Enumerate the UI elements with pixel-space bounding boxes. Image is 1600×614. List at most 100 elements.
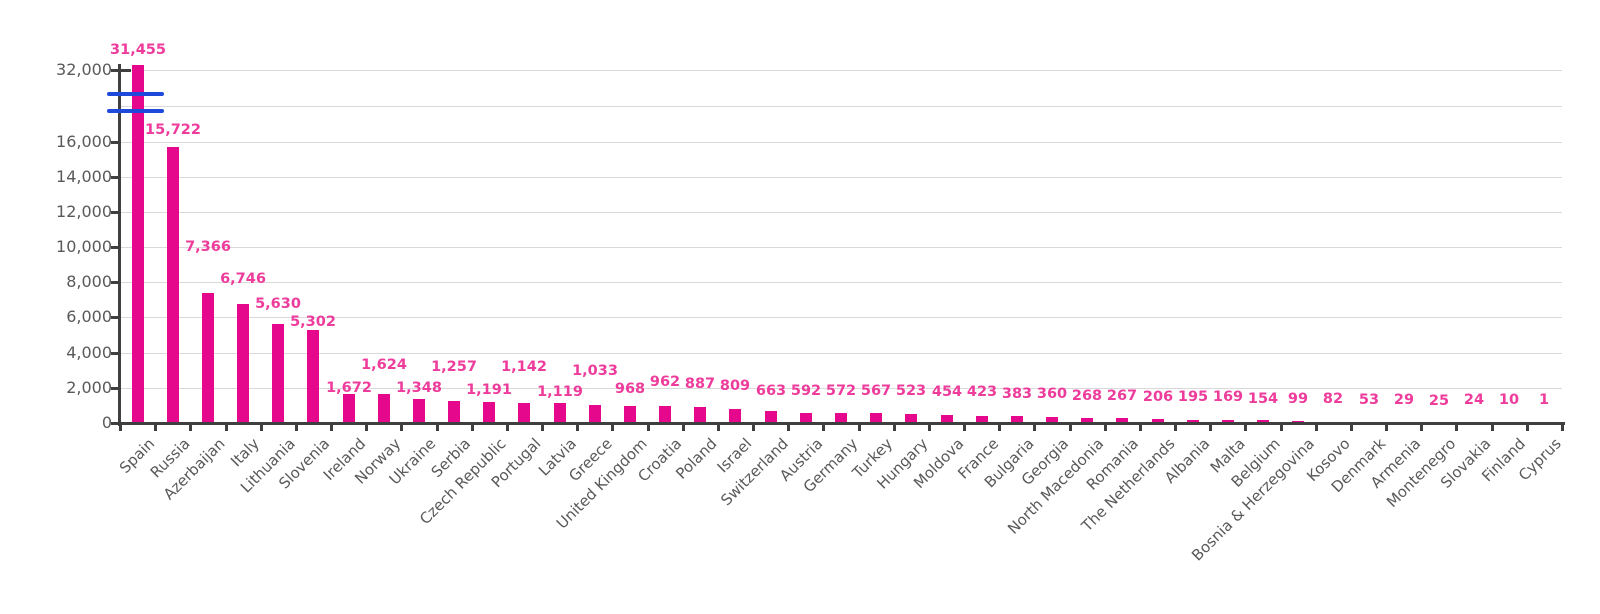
y-axis-tick: [111, 211, 120, 214]
value-label: 10: [1498, 392, 1520, 408]
value-label: 195: [1177, 389, 1209, 405]
axis-break-line-lower: [107, 109, 164, 113]
bar-georgia: [1046, 417, 1058, 423]
bar-switzerland: [765, 411, 777, 423]
bar-latvia: [554, 403, 566, 423]
bar-greece: [589, 405, 601, 423]
x-axis-tick: [295, 425, 298, 431]
x-axis-tick: [928, 425, 931, 431]
value-label: 31,455: [110, 42, 166, 58]
bar-lithuania: [272, 324, 284, 423]
value-label: 592: [790, 383, 822, 399]
y-axis-tick-label: 14,000: [56, 167, 112, 186]
value-label: 663: [755, 383, 787, 399]
value-label: 567: [860, 383, 892, 399]
bar-israel: [729, 409, 741, 423]
bar-belgium: [1257, 420, 1269, 423]
y-axis-tick-label: 4,000: [66, 343, 112, 362]
x-axis-tick: [1280, 425, 1283, 431]
value-label: 267: [1106, 388, 1138, 404]
bar-slovenia: [307, 330, 319, 423]
y-axis-tick-label: 32,000: [56, 60, 112, 79]
x-axis-tick: [647, 425, 650, 431]
bar-czech-republic: [483, 402, 495, 423]
x-axis-tick: [1455, 425, 1458, 431]
value-label: 1,624: [361, 357, 407, 373]
bar-croatia: [659, 406, 671, 423]
bar-austria: [800, 413, 812, 423]
y-axis-tick: [111, 69, 120, 72]
bar-portugal: [518, 403, 530, 423]
x-axis-tick: [717, 425, 720, 431]
bar-ukraine: [413, 399, 425, 423]
bar-bulgaria: [1011, 416, 1023, 423]
y-axis-tick-label: 6,000: [66, 307, 112, 326]
bar-malta: [1222, 420, 1234, 423]
x-axis-tick: [471, 425, 474, 431]
x-axis-tick: [893, 425, 896, 431]
bar-the-netherlands: [1152, 419, 1164, 423]
value-label: 15,722: [145, 122, 201, 138]
value-label: 206: [1142, 389, 1174, 405]
value-label: 99: [1287, 391, 1309, 407]
x-axis-tick: [752, 425, 755, 431]
x-axis-tick: [682, 425, 685, 431]
x-axis-tick: [1420, 425, 1423, 431]
x-axis-tick: [611, 425, 614, 431]
x-axis-tick: [154, 425, 157, 431]
value-label: 1,348: [396, 380, 442, 396]
x-axis-tick: [119, 425, 122, 431]
bar-united-kingdom: [624, 406, 636, 423]
bar-hungary: [905, 414, 917, 423]
value-label: 53: [1358, 392, 1380, 408]
y-axis-tick-label: 16,000: [56, 132, 112, 151]
x-axis-tick: [225, 425, 228, 431]
axis-break-line-upper: [107, 92, 164, 96]
x-axis-tick: [1033, 425, 1036, 431]
bar-germany: [835, 413, 847, 423]
x-axis-tick: [576, 425, 579, 431]
y-axis-tick: [111, 352, 120, 355]
y-axis-tick: [111, 316, 120, 319]
gridline: [120, 70, 1562, 71]
x-axis-tick: [1069, 425, 1072, 431]
gridline: [120, 317, 1562, 318]
value-label: 423: [966, 384, 998, 400]
value-label: 7,366: [185, 239, 231, 255]
x-axis-tick: [1174, 425, 1177, 431]
value-label: 5,302: [290, 314, 336, 330]
value-label: 24: [1463, 392, 1485, 408]
y-axis-line: [118, 64, 121, 426]
y-axis-tick: [111, 281, 120, 284]
value-label: 1,257: [431, 359, 477, 375]
x-axis-tick: [189, 425, 192, 431]
x-axis-tick: [1561, 425, 1564, 431]
gridline: [120, 353, 1562, 354]
x-axis-tick: [1244, 425, 1247, 431]
value-label: 154: [1247, 391, 1279, 407]
bar-poland: [694, 407, 706, 423]
x-axis-tick: [400, 425, 403, 431]
y-axis-tick: [111, 422, 120, 425]
value-label: 6,746: [220, 271, 266, 287]
y-axis-tick: [111, 246, 120, 249]
gridline: [120, 282, 1562, 283]
value-label: 25: [1428, 393, 1450, 409]
value-label: 5,630: [255, 296, 301, 312]
bar-azerbaijan: [202, 293, 214, 423]
bar-france: [976, 416, 988, 423]
value-label: 383: [1001, 386, 1033, 402]
bar-russia: [167, 147, 179, 423]
x-axis-tick: [787, 425, 790, 431]
bar-albania: [1187, 420, 1199, 423]
value-label: 82: [1322, 391, 1344, 407]
y-axis-tick: [111, 141, 120, 144]
value-label: 1,142: [501, 359, 547, 375]
y-axis-tick: [111, 387, 120, 390]
y-axis-tick-label: 8,000: [66, 272, 112, 291]
value-label: 1,119: [537, 384, 583, 400]
x-axis-tick: [1385, 425, 1388, 431]
value-label: 1,191: [466, 382, 512, 398]
x-axis-tick: [822, 425, 825, 431]
value-label: 454: [931, 384, 963, 400]
